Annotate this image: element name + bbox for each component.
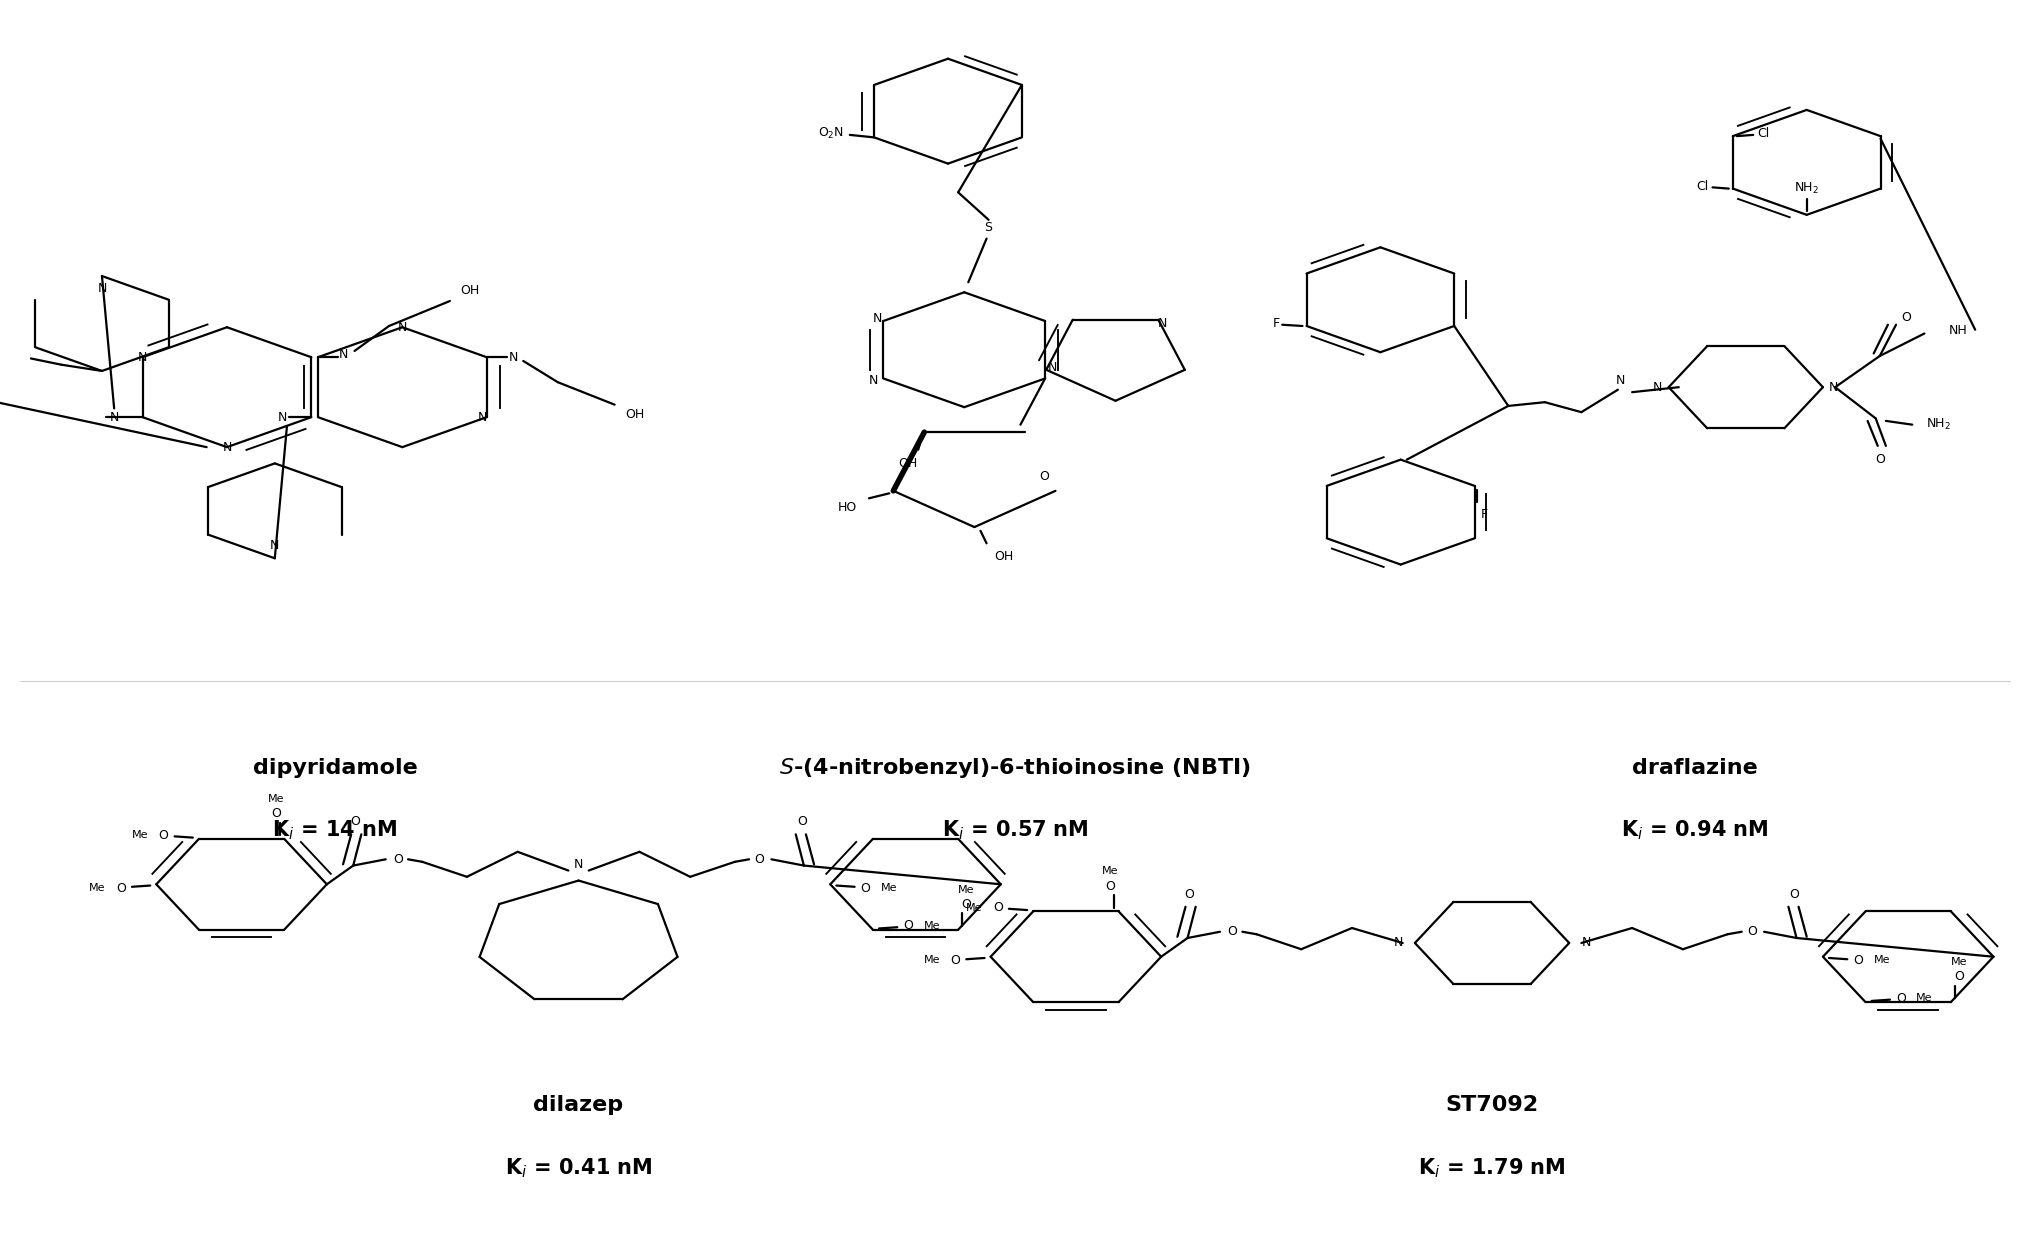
Text: N: N [1829, 381, 1839, 393]
Text: O: O [798, 816, 806, 828]
Text: O: O [755, 853, 763, 866]
Text: N: N [1581, 937, 1592, 949]
Text: N: N [110, 411, 120, 423]
Text: OH: OH [461, 285, 479, 297]
Text: O: O [158, 828, 168, 842]
Text: O: O [116, 882, 126, 894]
Text: $\it{S}$-(4-nitrobenzyl)-6-thioinosine (NBTI): $\it{S}$-(4-nitrobenzyl)-6-thioinosine (… [780, 756, 1250, 781]
Text: N: N [574, 858, 583, 871]
Text: O: O [1790, 888, 1799, 901]
Text: K$_i$ = 14 nM: K$_i$ = 14 nM [272, 819, 398, 842]
Text: O: O [272, 807, 280, 821]
Text: N: N [270, 540, 280, 552]
Text: K$_i$ = 0.41 nM: K$_i$ = 0.41 nM [505, 1157, 652, 1179]
Text: N: N [1616, 375, 1624, 387]
Text: Me: Me [1102, 867, 1119, 877]
Text: O: O [962, 898, 970, 911]
Text: Me: Me [1916, 993, 1933, 1003]
Text: N: N [1652, 381, 1663, 393]
Text: O$_2$N: O$_2$N [818, 126, 844, 141]
Text: ST7092: ST7092 [1445, 1095, 1539, 1115]
Text: S: S [985, 221, 993, 234]
Text: O: O [351, 816, 359, 828]
Text: N: N [339, 348, 347, 361]
Text: O: O [1039, 470, 1050, 483]
Text: F: F [1273, 317, 1281, 330]
Text: K$_i$ = 0.57 nM: K$_i$ = 0.57 nM [942, 819, 1088, 842]
Text: F: F [1482, 508, 1488, 521]
Text: N: N [1047, 361, 1058, 373]
Text: HO: HO [838, 501, 857, 513]
Text: Me: Me [89, 883, 106, 893]
Text: O: O [1896, 992, 1906, 1005]
Text: O: O [1955, 970, 1963, 983]
Text: K$_i$ = 0.94 nM: K$_i$ = 0.94 nM [1622, 819, 1768, 842]
Text: N: N [138, 351, 148, 363]
Text: O: O [861, 882, 871, 894]
Text: draflazine: draflazine [1632, 758, 1758, 778]
Text: Cl: Cl [1758, 127, 1770, 140]
Text: NH$_2$: NH$_2$ [1926, 417, 1951, 432]
Text: O: O [1186, 888, 1194, 901]
Text: O: O [1748, 926, 1756, 938]
Text: N: N [869, 375, 877, 387]
Text: Me: Me [132, 831, 148, 841]
Text: O: O [1228, 926, 1236, 938]
Text: O: O [1853, 954, 1864, 967]
Text: NH: NH [1949, 325, 1967, 337]
Text: OH: OH [625, 408, 644, 421]
Text: K$_i$ = 1.79 nM: K$_i$ = 1.79 nM [1419, 1157, 1565, 1179]
Text: N: N [221, 441, 231, 453]
Text: Me: Me [966, 903, 983, 913]
Text: Me: Me [881, 883, 897, 893]
Text: NH$_2$: NH$_2$ [1795, 181, 1819, 196]
Text: Me: Me [1874, 955, 1890, 965]
Text: N: N [1393, 937, 1403, 949]
Text: O: O [1106, 879, 1114, 893]
Text: N: N [97, 282, 108, 295]
Text: dilazep: dilazep [534, 1095, 623, 1115]
Text: O: O [950, 954, 960, 967]
Text: O: O [993, 901, 1003, 914]
Text: Me: Me [924, 921, 940, 931]
Text: N: N [1157, 317, 1167, 330]
Text: dipyridamole: dipyridamole [252, 758, 418, 778]
Text: O: O [903, 919, 914, 933]
Text: N: N [278, 411, 286, 423]
Text: OH: OH [995, 550, 1013, 562]
Text: N: N [510, 351, 518, 363]
Text: Me: Me [268, 794, 284, 804]
Text: O: O [1876, 453, 1884, 466]
Text: N: N [873, 312, 881, 325]
Text: N: N [477, 411, 487, 423]
Text: O: O [394, 853, 402, 866]
Text: N: N [398, 321, 408, 333]
Text: Me: Me [924, 955, 940, 965]
Text: Me: Me [1951, 957, 1967, 967]
Text: Me: Me [958, 884, 974, 894]
Text: O: O [1902, 311, 1910, 323]
Text: Cl: Cl [1697, 180, 1709, 192]
Text: OH: OH [899, 457, 918, 470]
